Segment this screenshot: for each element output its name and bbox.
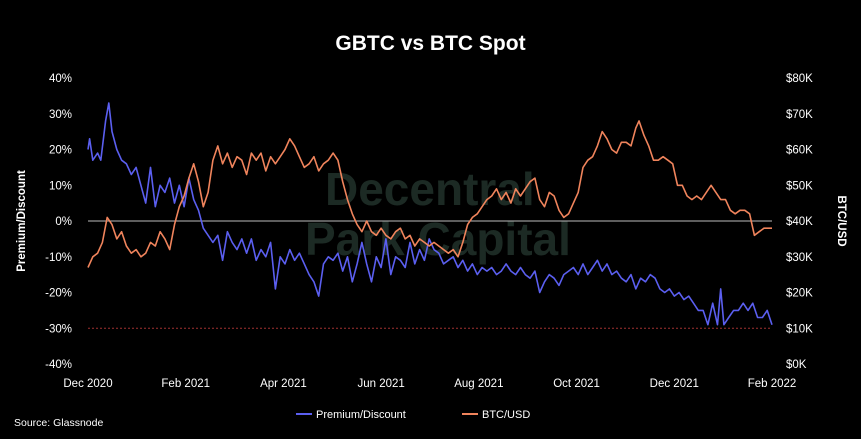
right-tick-label: $60K	[786, 145, 813, 157]
left-tick-label: 0%	[55, 216, 72, 228]
right-tick-label: $10K	[786, 323, 813, 335]
x-tick-label: Apr 2021	[260, 378, 307, 390]
legend-label-premium: Premium/Discount	[316, 409, 406, 421]
right-tick-label: $0K	[786, 359, 807, 371]
legend-label-btc: BTC/USD	[482, 409, 530, 421]
left-tick-label: -30%	[45, 323, 72, 335]
left-tick-label: 10%	[49, 180, 72, 192]
watermark-line-1: Decentral	[325, 163, 535, 215]
source-note: Source: Glassnode	[14, 417, 103, 429]
right-tick-label: $30K	[786, 252, 813, 264]
x-tick-label: Oct 2021	[553, 378, 600, 390]
left-tick-label: -40%	[45, 359, 72, 371]
series-line-0	[87, 102, 773, 326]
left-tick-label: 40%	[49, 73, 72, 85]
left-axis-label: Premium/Discount	[16, 170, 28, 272]
watermark: Decentral Park Capital	[305, 163, 571, 265]
left-tick-label: -20%	[45, 288, 72, 300]
x-tick-label: Dec 2021	[650, 378, 699, 390]
right-tick-label: $40K	[786, 216, 813, 228]
right-tick-label: $80K	[786, 73, 813, 85]
right-tick-label: $50K	[786, 180, 813, 192]
series-layer	[87, 102, 773, 326]
left-tick-label: 20%	[49, 145, 72, 157]
series-line-1	[87, 120, 772, 268]
right-axis-ticks: $80K $70K $60K $50K $40K $30K $20K $10K $0K	[786, 73, 813, 371]
watermark-line-2: Park Capital	[305, 213, 571, 265]
x-tick-label: Aug 2021	[454, 378, 503, 390]
right-tick-label: $70K	[786, 109, 813, 121]
legend: Premium/Discount BTC/USD	[296, 409, 530, 421]
x-tick-label: Feb 2022	[748, 378, 797, 390]
x-tick-label: Dec 2020	[63, 378, 112, 390]
right-tick-label: $20K	[786, 288, 813, 300]
x-tick-label: Jun 2021	[357, 378, 404, 390]
x-tick-label: Feb 2021	[161, 378, 210, 390]
x-axis-ticks: Dec 2020 Feb 2021 Apr 2021 Jun 2021 Aug 2021…	[63, 378, 796, 390]
chart-title: GBTC vs BTC Spot	[335, 32, 525, 55]
left-tick-label: 30%	[49, 109, 72, 121]
left-tick-label: -10%	[45, 252, 72, 264]
right-axis-label: BTC/USD	[835, 195, 847, 246]
left-axis-ticks: 40% 30% 20% 10% 0% -10% -20% -30% -40%	[45, 73, 72, 371]
